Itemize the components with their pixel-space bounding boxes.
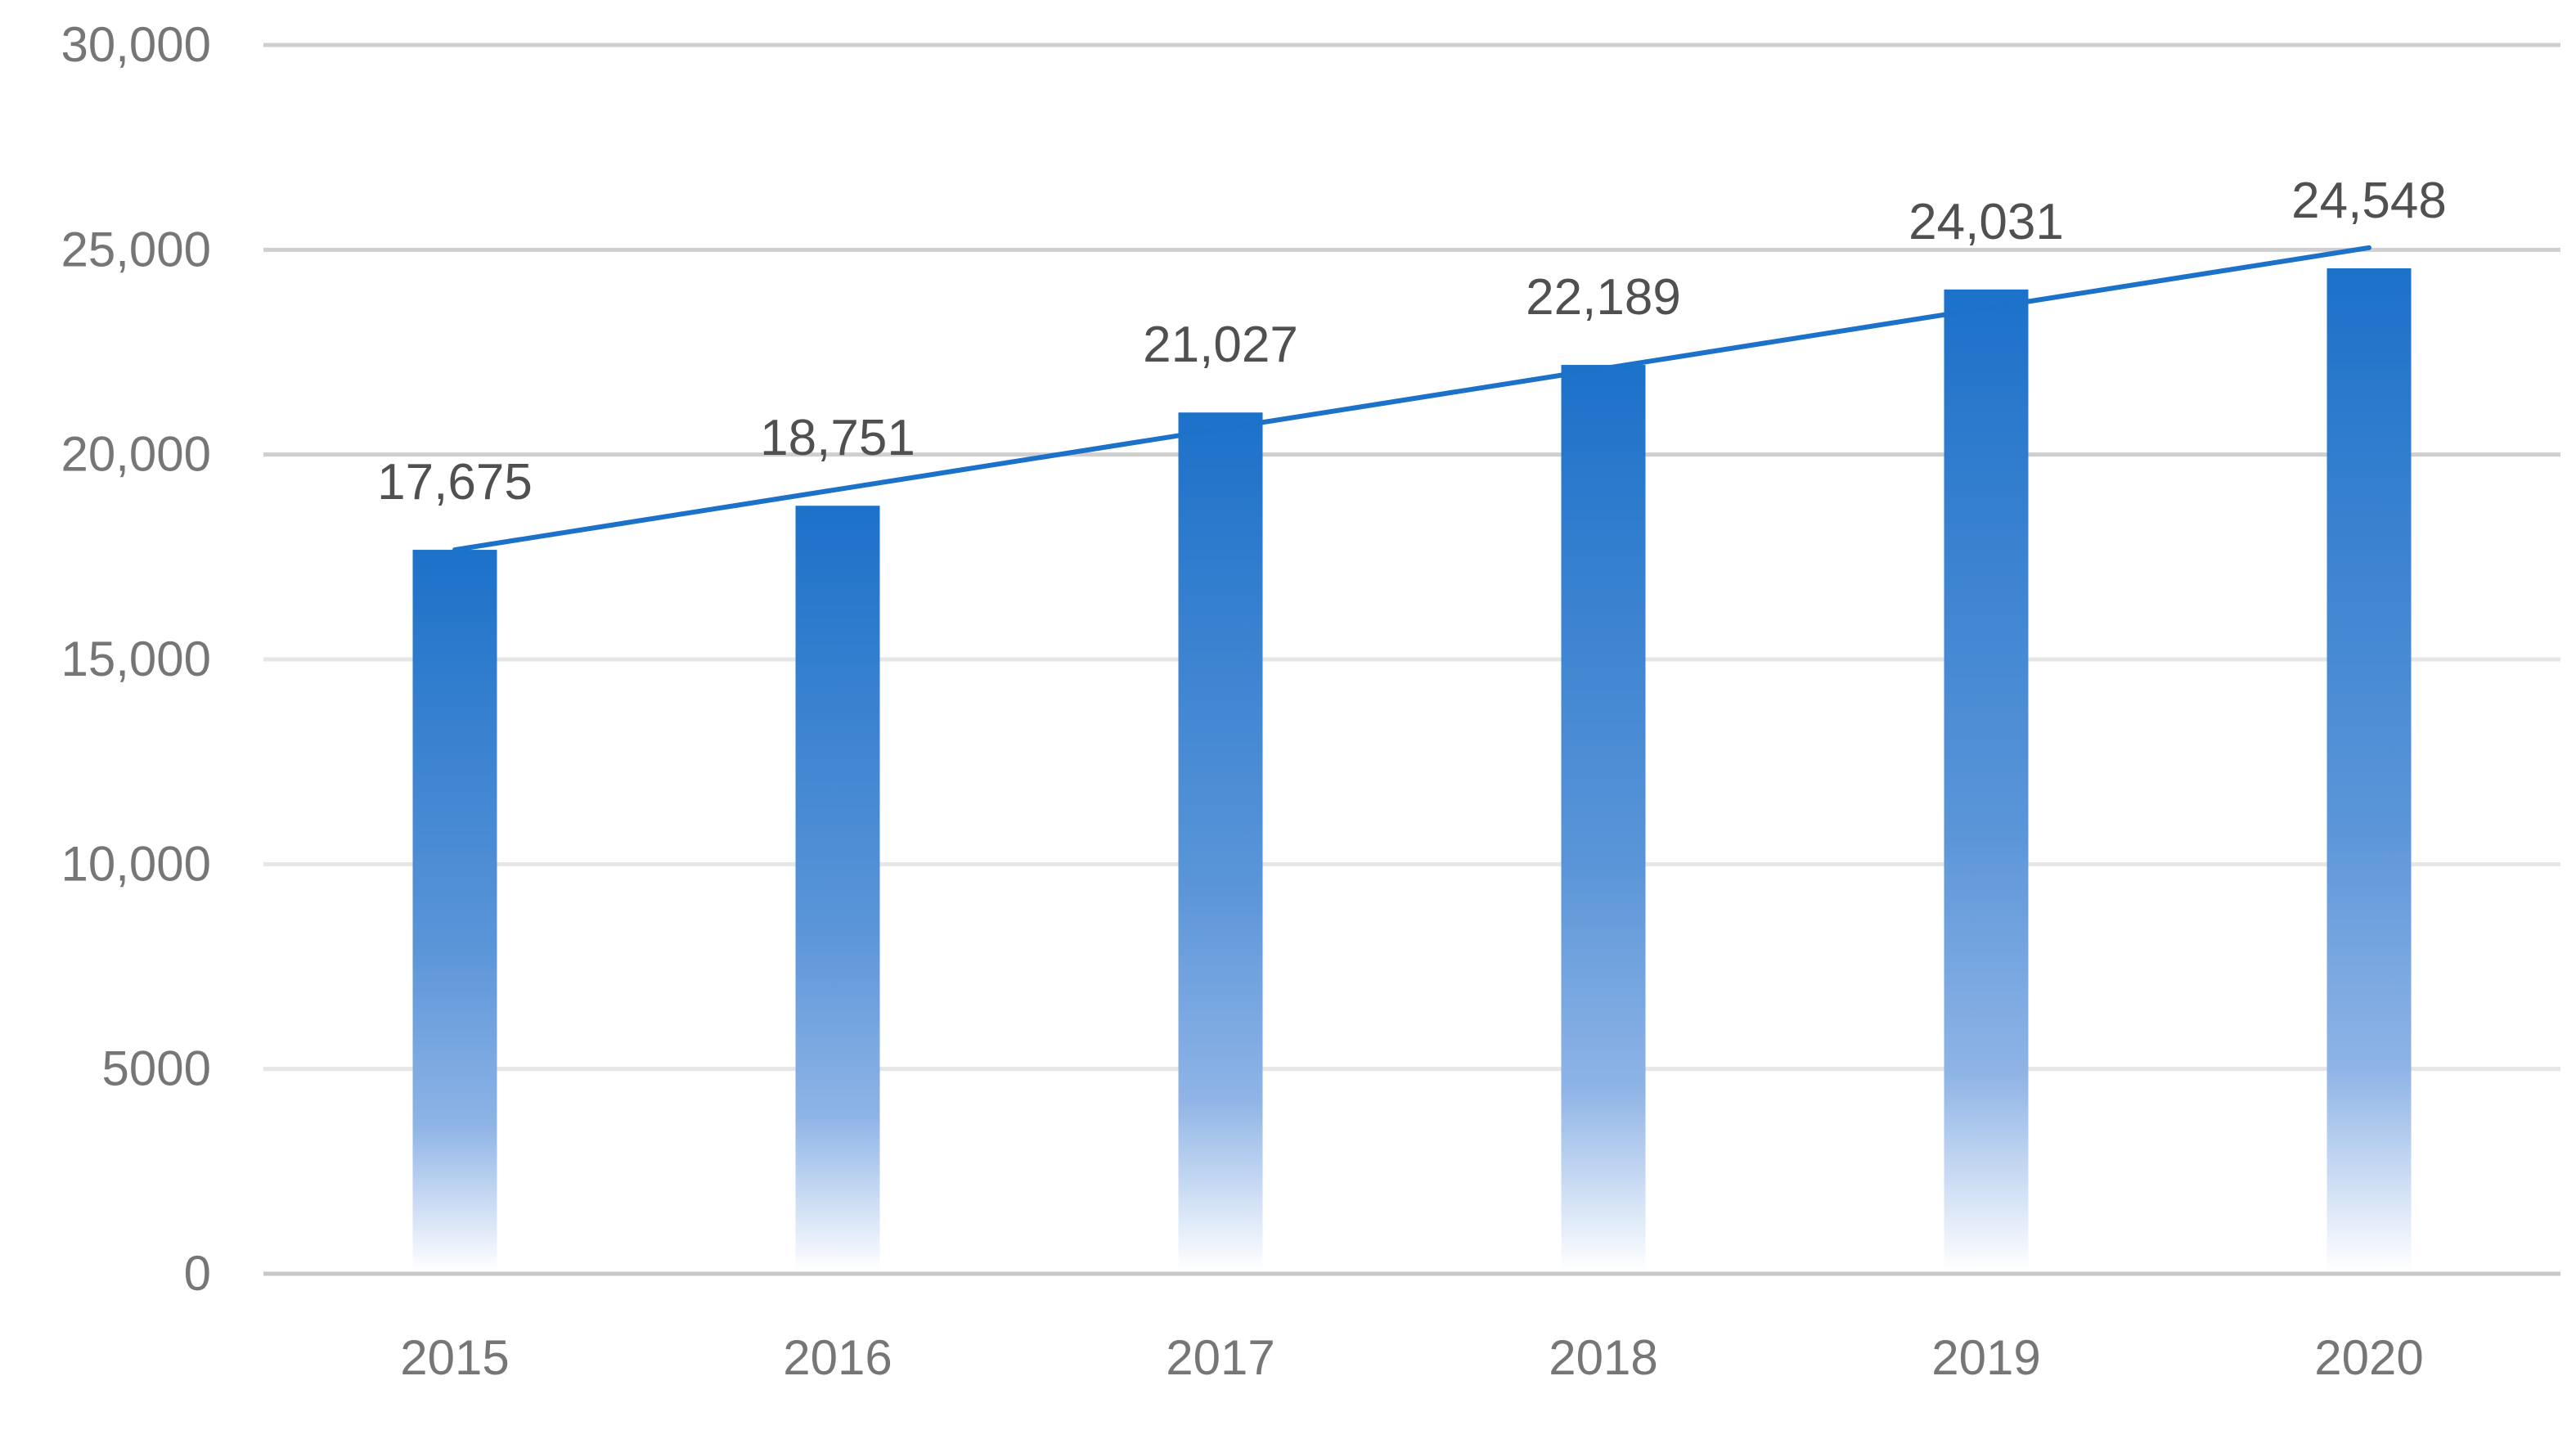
gridlines	[263, 43, 2560, 1276]
x-tick-label: 2020	[2314, 1330, 2423, 1385]
x-tick-label: 2016	[783, 1330, 892, 1385]
data-label-2018: 22,189	[1526, 269, 1681, 326]
data-label-2020: 24,548	[2291, 173, 2447, 229]
bar-2016	[795, 506, 880, 1271]
bar-2017	[1178, 412, 1263, 1272]
bar-2015	[412, 550, 497, 1271]
data-label-2016: 18,751	[760, 410, 915, 466]
x-tick-label: 2017	[1166, 1330, 1275, 1385]
data-label-2019: 24,031	[1908, 194, 2064, 250]
y-tick-label: 5000	[102, 1041, 211, 1096]
trendline-group	[452, 245, 2371, 553]
bar-2019	[1944, 289, 2029, 1272]
bar-2018	[1561, 365, 1646, 1271]
bars	[412, 268, 2412, 1272]
x-tick-label: 2018	[1549, 1330, 1657, 1385]
x-tick-label: 2015	[400, 1330, 509, 1385]
y-tick-label: 20,000	[61, 427, 211, 482]
x-tick-label: 2019	[1931, 1330, 2040, 1385]
data-labels: 17,675 18,751 21,027 22,189 24,031 24,548	[377, 173, 2447, 510]
y-tick-label: 25,000	[61, 222, 211, 277]
data-label-2015: 17,675	[377, 454, 533, 510]
y-tick-label: 0	[184, 1246, 211, 1301]
data-label-2017: 21,027	[1143, 317, 1298, 373]
y-axis-tick-labels: 0 5000 10,000 15,000 20,000 25,000 30,000	[61, 17, 211, 1301]
y-tick-label: 10,000	[61, 836, 211, 891]
bar-2020	[2326, 268, 2412, 1271]
y-tick-label: 15,000	[61, 632, 211, 686]
trendline	[452, 245, 2371, 553]
x-axis-tick-labels: 2015 2016 2017 2018 2019 2020	[400, 1330, 2423, 1385]
y-tick-label: 30,000	[61, 17, 211, 72]
